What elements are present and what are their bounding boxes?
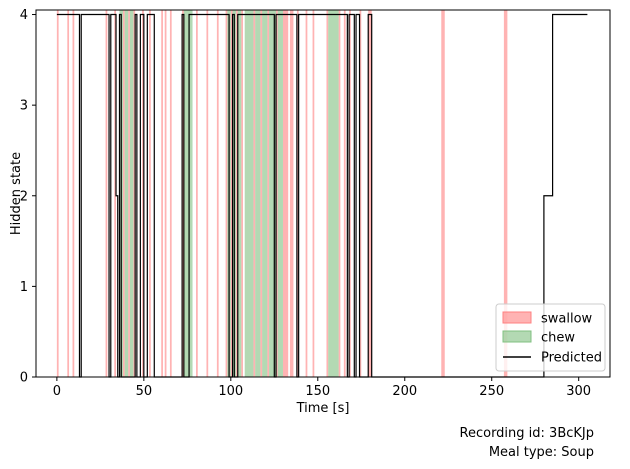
swallow-span xyxy=(338,10,341,377)
swallow-span xyxy=(133,10,136,377)
chew-span xyxy=(244,10,254,377)
chew-span xyxy=(255,10,261,377)
swallow-span xyxy=(349,10,351,377)
swallow-span xyxy=(206,10,209,377)
axis-ticks: 0 50 100 150 200 250 300 0 1 2 3 4 xyxy=(20,8,591,399)
legend-label-swallow: swallow xyxy=(541,312,593,327)
swallow-span xyxy=(326,10,329,377)
x-tick-label: 250 xyxy=(479,384,504,399)
swallow-span xyxy=(368,10,372,377)
swallow-span xyxy=(169,10,172,377)
swallow-span xyxy=(196,10,198,377)
swallow-span xyxy=(305,10,308,377)
swallow-span xyxy=(236,10,238,377)
y-tick-label: 2 xyxy=(20,189,28,204)
swallow-span xyxy=(441,10,445,377)
x-tick-label: 150 xyxy=(305,384,330,399)
swallow-span xyxy=(312,10,315,377)
swallow-span xyxy=(260,10,263,377)
chew-span xyxy=(124,10,129,377)
swallow-span xyxy=(149,10,151,377)
predicted-line-group xyxy=(56,13,588,378)
y-axis-label: Hidden state xyxy=(9,152,24,235)
x-tick-label: 50 xyxy=(136,384,153,399)
chew-span xyxy=(277,10,283,377)
swallow-span xyxy=(56,10,59,377)
chew-span xyxy=(237,10,242,377)
swallow-span xyxy=(359,10,362,377)
legend-label-predicted: Predicted xyxy=(541,351,602,366)
swallow-span xyxy=(296,10,299,377)
chart: 0 50 100 150 200 250 300 0 1 2 3 4 Time [s] Hidden … xyxy=(9,8,611,416)
chew-span xyxy=(129,10,134,377)
predicted-line xyxy=(56,13,588,378)
event-spans xyxy=(56,10,508,377)
x-tick-label: 100 xyxy=(218,384,243,399)
swallow-span xyxy=(230,10,233,377)
swallow-span xyxy=(343,10,346,377)
legend-swatch-swallow xyxy=(502,311,532,324)
swallow-span xyxy=(289,10,294,377)
swallow-span xyxy=(276,10,278,377)
chew-span xyxy=(328,10,339,377)
swallow-span xyxy=(142,10,144,377)
chew-span xyxy=(269,10,277,377)
x-tick-label: 200 xyxy=(392,384,417,399)
chew-span xyxy=(183,10,193,377)
swallow-span xyxy=(282,10,289,377)
legend: swallow chew Predicted xyxy=(495,303,606,372)
legend-swatch-chew xyxy=(502,330,532,343)
swallow-span xyxy=(122,10,125,377)
swallow-span xyxy=(72,10,75,377)
recording-id-label: Recording id: 3BcKJp xyxy=(459,426,594,441)
swallow-span xyxy=(164,10,167,377)
swallow-span xyxy=(216,10,219,377)
y-tick-label: 3 xyxy=(20,99,28,114)
swallow-span xyxy=(105,10,108,377)
y-tick-label: 0 xyxy=(20,371,28,386)
swallow-span xyxy=(225,10,228,377)
swallow-span xyxy=(67,10,70,377)
legend-label-chew: chew xyxy=(541,331,575,346)
x-tick-label: 300 xyxy=(566,384,591,399)
x-tick-label: 0 xyxy=(53,384,61,399)
swallow-span xyxy=(503,10,508,377)
swallow-span xyxy=(114,10,117,377)
swallow-span xyxy=(128,10,130,377)
y-tick-label: 4 xyxy=(20,8,28,23)
x-axis-label: Time [s] xyxy=(296,401,350,416)
swallow-span xyxy=(182,10,184,377)
meal-type-label: Meal type: Soup xyxy=(488,445,594,460)
swallow-span xyxy=(161,10,163,377)
swallow-span xyxy=(241,10,243,377)
swallow-span xyxy=(267,10,270,377)
y-tick-label: 1 xyxy=(20,280,28,295)
swallow-span xyxy=(253,10,256,377)
plot-frame xyxy=(35,9,611,378)
chew-span xyxy=(262,10,268,377)
